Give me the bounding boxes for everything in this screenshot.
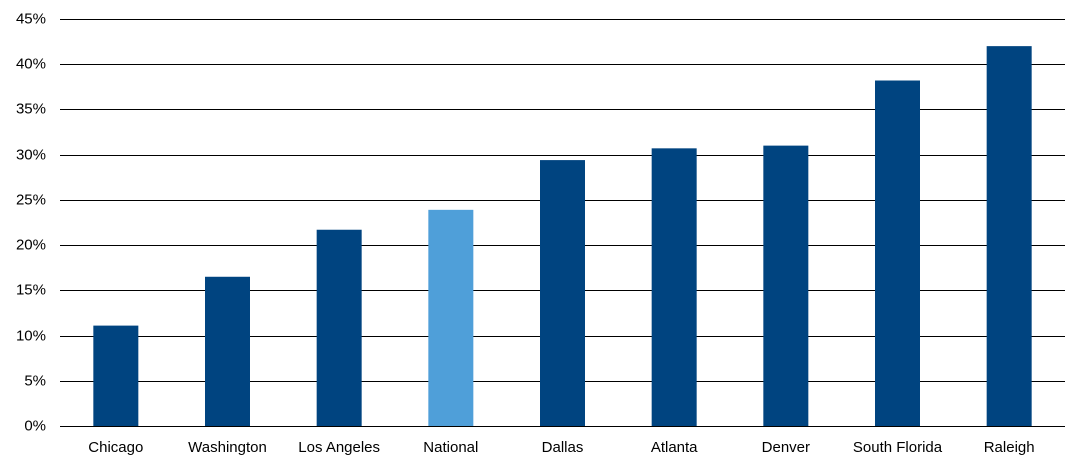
x-tick-label: Atlanta [651, 439, 698, 456]
bar [986, 46, 1032, 427]
y-tick-label: 40% [16, 55, 46, 72]
x-tick-label: Washington [188, 439, 267, 456]
bar [428, 209, 474, 426]
bar [316, 229, 362, 426]
bar [93, 325, 139, 426]
x-tick-label: South Florida [853, 439, 943, 456]
y-tick-label: 0% [24, 417, 46, 434]
x-tick-label: Dallas [542, 439, 584, 456]
x-tick-label: Chicago [88, 439, 143, 456]
x-tick-label: Los Angeles [298, 439, 380, 456]
bar [205, 276, 250, 426]
y-tick-label: 5% [24, 372, 46, 389]
x-tick-label: Raleigh [984, 439, 1035, 456]
bar [540, 160, 585, 427]
y-tick-label: 25% [16, 191, 46, 208]
y-tick-label: 20% [16, 236, 46, 253]
y-tick-label: 10% [16, 327, 46, 344]
bar [651, 148, 697, 426]
y-tick-label: 30% [16, 146, 46, 163]
y-tick-label: 45% [16, 10, 46, 27]
bar [763, 145, 809, 426]
y-tick-label: 15% [16, 281, 46, 298]
x-tick-label: National [423, 439, 478, 456]
x-tick-label: Denver [762, 439, 810, 456]
y-tick-label: 35% [16, 100, 46, 117]
bar [875, 80, 920, 426]
